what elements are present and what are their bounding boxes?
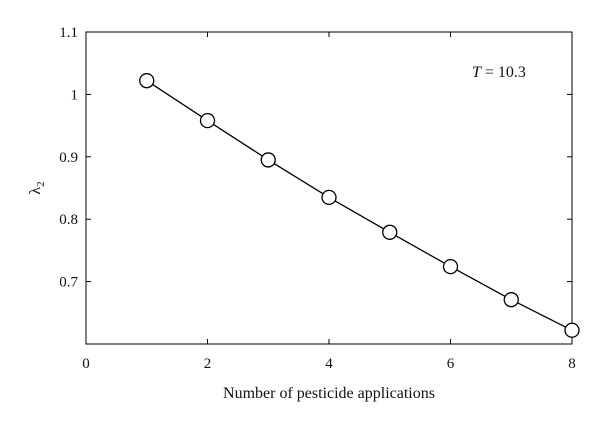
y-axis-label: λ2 bbox=[27, 181, 47, 194]
data-point bbox=[382, 224, 398, 240]
y-tick-label: 0.7 bbox=[59, 275, 78, 291]
x-tick-label: 8 bbox=[568, 356, 576, 372]
annotation-var: T bbox=[472, 64, 482, 81]
y-axis-label-sub: 2 bbox=[35, 181, 47, 187]
y-tick-label: 0.9 bbox=[59, 150, 78, 166]
data-point bbox=[564, 322, 580, 338]
data-point bbox=[321, 189, 337, 206]
x-axis-label: Number of pesticide applications bbox=[223, 385, 435, 402]
series-layer bbox=[139, 73, 580, 338]
data-point bbox=[260, 152, 276, 168]
x-tick-label: 2 bbox=[204, 356, 212, 372]
y-tick-label: 1.1 bbox=[59, 25, 78, 41]
y-tick-label: 0.8 bbox=[59, 212, 78, 228]
data-point bbox=[139, 73, 155, 89]
series-line bbox=[146, 80, 573, 331]
data-point bbox=[503, 292, 519, 308]
x-tick-label: 6 bbox=[447, 356, 455, 372]
annotation: T = 10.3 bbox=[472, 64, 526, 81]
y-axis-label-main: λ bbox=[27, 187, 44, 195]
x-ticks: 0 2 4 6 8 bbox=[82, 32, 576, 372]
annotation-text: = 10.3 bbox=[481, 64, 526, 81]
y-ticks: 0.7 0.8 0.9 1 1.1 bbox=[59, 25, 572, 291]
data-point bbox=[199, 112, 216, 129]
x-tick-label: 4 bbox=[325, 356, 333, 372]
x-tick-label: 0 bbox=[82, 356, 90, 372]
y-tick-label: 1 bbox=[71, 87, 79, 103]
data-point bbox=[442, 258, 459, 275]
